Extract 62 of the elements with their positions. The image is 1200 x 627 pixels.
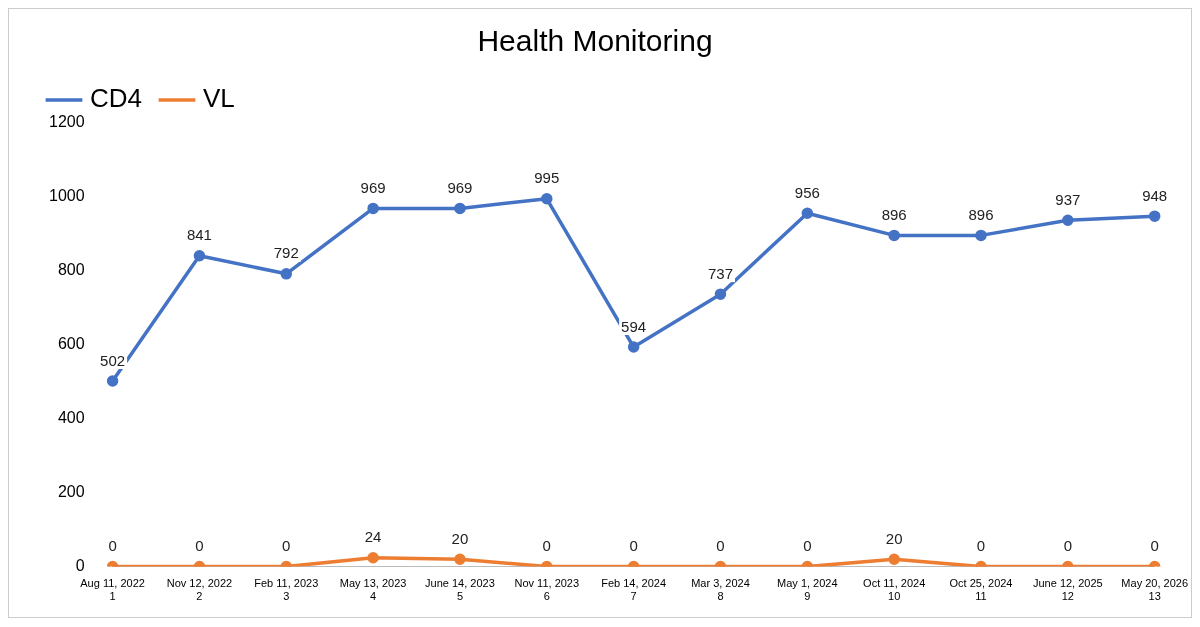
point bbox=[888, 229, 900, 242]
point bbox=[714, 288, 727, 300]
data-label: 0 bbox=[716, 537, 725, 555]
x-tick-label: Nov 11, 2023 6 bbox=[514, 577, 580, 603]
point bbox=[1062, 214, 1074, 226]
x-tick-label: Feb 11, 2023 3 bbox=[254, 577, 319, 603]
x-tick-label: May 20, 2026 13 bbox=[1121, 577, 1188, 603]
data-label: 594 bbox=[621, 317, 647, 335]
data-label: 841 bbox=[186, 226, 212, 244]
data-label: 0 bbox=[976, 537, 986, 555]
data-label: 0 bbox=[1150, 537, 1159, 555]
data-label: 937 bbox=[1055, 190, 1081, 208]
y-tick-label: 600 bbox=[57, 335, 85, 353]
y-tick-label: 400 bbox=[57, 409, 85, 427]
x-tick-label: Mar 3, 2024 8 bbox=[691, 577, 750, 603]
point bbox=[280, 268, 293, 280]
data-label: 20 bbox=[451, 529, 469, 547]
data-label: 737 bbox=[707, 264, 733, 282]
data-label: 0 bbox=[195, 537, 204, 555]
point bbox=[1148, 210, 1161, 222]
x-tick-label: Aug 11, 2022 1 bbox=[80, 577, 145, 603]
data-label: 0 bbox=[803, 537, 812, 555]
legend-label: CD4 bbox=[90, 83, 143, 114]
data-label: 20 bbox=[885, 529, 903, 547]
chart-title: Health Monitoring bbox=[477, 24, 713, 58]
data-label: 969 bbox=[447, 179, 473, 197]
x-tick-label: May 13, 2023 4 bbox=[339, 577, 407, 603]
data-label: 502 bbox=[100, 351, 126, 369]
data-label: 24 bbox=[364, 528, 382, 546]
data-label: 956 bbox=[794, 183, 820, 201]
data-label: 896 bbox=[881, 206, 907, 224]
y-tick-label: 1200 bbox=[49, 113, 85, 131]
point bbox=[627, 341, 640, 353]
y-tick-label: 200 bbox=[57, 483, 85, 501]
x-tick-label: Oct 11, 2024 10 bbox=[863, 577, 926, 603]
data-label: 0 bbox=[542, 537, 551, 555]
data-label: 0 bbox=[1063, 537, 1072, 555]
y-tick-label: 800 bbox=[57, 261, 85, 279]
data-label: 792 bbox=[273, 244, 299, 262]
point bbox=[106, 375, 119, 387]
x-tick-label: June 14, 2023 5 bbox=[425, 577, 495, 603]
point bbox=[367, 202, 379, 215]
data-label: 995 bbox=[534, 169, 560, 187]
point bbox=[454, 202, 466, 215]
data-label: 0 bbox=[282, 537, 291, 555]
x-tick-label: May 1, 2024 9 bbox=[777, 577, 838, 603]
data-label: 948 bbox=[1142, 186, 1168, 204]
point bbox=[541, 193, 553, 205]
x-tick-label: Nov 12, 2022 2 bbox=[166, 577, 233, 603]
data-label: 0 bbox=[108, 537, 117, 555]
data-label: 0 bbox=[629, 537, 638, 555]
x-tick-label: Oct 25, 2024 11 bbox=[949, 577, 1013, 603]
point bbox=[193, 249, 206, 262]
x-tick-label: Feb 14, 2024 7 bbox=[601, 577, 667, 603]
point bbox=[975, 229, 987, 242]
x-tick-label: June 12, 2025 12 bbox=[1032, 577, 1103, 603]
legend-label: VL bbox=[203, 83, 235, 114]
data-label: 896 bbox=[968, 206, 994, 224]
y-tick-label: 1000 bbox=[49, 187, 85, 205]
data-label: 969 bbox=[360, 179, 386, 197]
y-tick-label: 0 bbox=[75, 557, 85, 575]
point bbox=[801, 207, 814, 219]
